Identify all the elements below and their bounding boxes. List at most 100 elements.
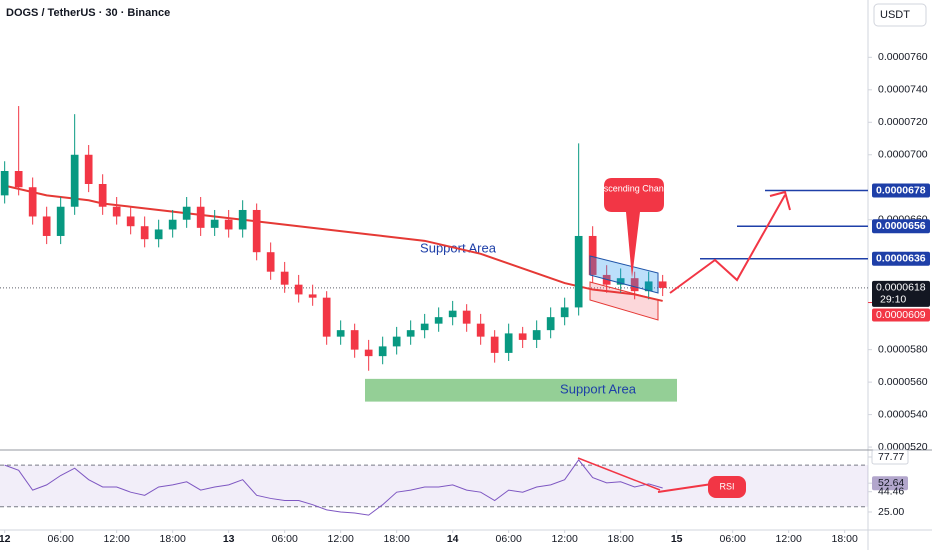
- x-tick-label: 18:00: [160, 533, 186, 545]
- candle-body: [616, 278, 625, 285]
- y-tick-label: 77.77: [878, 451, 904, 463]
- rsi-pointer: [657, 483, 713, 493]
- candle-body: [294, 284, 303, 295]
- y-tick-label: 0.0000540: [878, 408, 928, 420]
- rsi-line: [4, 459, 663, 516]
- candle-body: [308, 294, 317, 298]
- candle-body: [518, 333, 527, 340]
- x-tick-label: 06:00: [48, 533, 74, 545]
- x-tick-label: 12:00: [328, 533, 354, 545]
- x-tick-label: 13: [223, 533, 235, 545]
- candle-body: [434, 317, 443, 324]
- overlay-price-label: 0.0000609: [876, 309, 926, 321]
- candle-body: [224, 219, 233, 230]
- candle-body: [238, 209, 247, 230]
- level-badge: [872, 219, 930, 234]
- candle-body: [56, 206, 65, 236]
- x-tick-label: 18:00: [832, 533, 858, 545]
- channel-upper: [589, 255, 659, 294]
- candle-body: [658, 281, 667, 288]
- y-tick-badge: [872, 476, 908, 491]
- candle-body: [84, 154, 93, 184]
- y-tick-label: 0.0000720: [878, 116, 928, 128]
- candle-body: [364, 349, 373, 357]
- candle-body: [448, 310, 457, 318]
- moving-average: [4, 184, 663, 302]
- candle-body: [350, 330, 359, 350]
- level-badge: [872, 183, 930, 198]
- candle-body: [280, 271, 289, 285]
- x-tick-label: 06:00: [720, 533, 746, 545]
- x-tick-label: 18:00: [384, 533, 410, 545]
- candle-body: [546, 317, 555, 331]
- x-tick-label: 12:00: [776, 533, 802, 545]
- currency-label: USDT: [880, 9, 910, 21]
- x-tick-label: 15: [671, 533, 683, 545]
- candle-body: [210, 219, 219, 228]
- x-tick-label: 06:00: [496, 533, 522, 545]
- candle-body: [98, 183, 107, 207]
- candle-body: [588, 235, 597, 275]
- y-tick-label: 0.0000560: [878, 376, 928, 388]
- candle-body: [154, 229, 163, 240]
- channel-callout-text: Descending Channel: [592, 183, 676, 193]
- overlay-price-badge: [872, 308, 930, 322]
- channel-callout: [604, 178, 664, 278]
- arrow-head: [769, 190, 791, 211]
- last-price-badge: [872, 280, 930, 307]
- candle-body: [504, 333, 513, 353]
- candle-body: [490, 336, 499, 353]
- x-tick-label: 18:00: [608, 533, 634, 545]
- countdown: 29:10: [880, 294, 906, 306]
- candle-body: [532, 330, 541, 340]
- candle-body: [14, 171, 23, 188]
- candle-body: [112, 206, 121, 217]
- candle-body: [476, 323, 485, 337]
- channel-lower: [589, 281, 659, 321]
- support-label: Support Area: [560, 382, 637, 397]
- candle-body: [182, 206, 191, 220]
- level-label: 0.0000678: [876, 184, 926, 196]
- candle-body: [70, 154, 79, 207]
- rsi-trendline: [577, 457, 661, 491]
- candle-body: [560, 307, 569, 318]
- candle-body: [252, 209, 261, 253]
- y-tick-label: 25.00: [878, 506, 904, 518]
- y-tick-label: 0.0000700: [878, 149, 928, 161]
- level-badge: [872, 251, 930, 266]
- x-tick-label: 06:00: [272, 533, 298, 545]
- level-label: 0.0000656: [876, 220, 926, 232]
- candle-body: [266, 252, 275, 272]
- candle-body: [630, 278, 639, 292]
- x-tick-label: 12:00: [104, 533, 130, 545]
- level-label: 0.0000636: [876, 252, 926, 264]
- projection-arrow: [669, 194, 786, 294]
- candle-body: [574, 235, 583, 308]
- last-price-label: 0.0000618: [876, 282, 926, 294]
- currency-button[interactable]: [873, 3, 927, 27]
- candle-body: [126, 216, 135, 227]
- rsi-callout-text: RSI: [719, 481, 734, 491]
- support-zone: [365, 378, 677, 402]
- candle-body: [406, 330, 415, 337]
- candle-body: [378, 346, 387, 357]
- candle-body: [392, 336, 401, 347]
- candle-body: [336, 330, 345, 337]
- candle-body: [42, 216, 51, 236]
- y-tick-label: 0.0000760: [878, 51, 928, 63]
- rsi-callout: [708, 476, 746, 498]
- symbol-title: DOGS / TetherUS · 30 · Binance: [6, 7, 170, 19]
- x-tick-label: 12:00: [552, 533, 578, 545]
- candle-body: [420, 323, 429, 331]
- candle-body: [462, 310, 471, 324]
- x-tick-label: 12: [0, 533, 11, 545]
- drawings: Descending Channel RSI: [577, 178, 791, 498]
- y-tick-label: 0.0000740: [878, 84, 928, 96]
- candle-body: [644, 281, 653, 292]
- candle-body: [140, 226, 149, 240]
- y-tick-badge: [871, 449, 909, 465]
- y-tick-label: 0.0000580: [878, 343, 928, 355]
- y-tick-label: 52.64: [878, 477, 904, 489]
